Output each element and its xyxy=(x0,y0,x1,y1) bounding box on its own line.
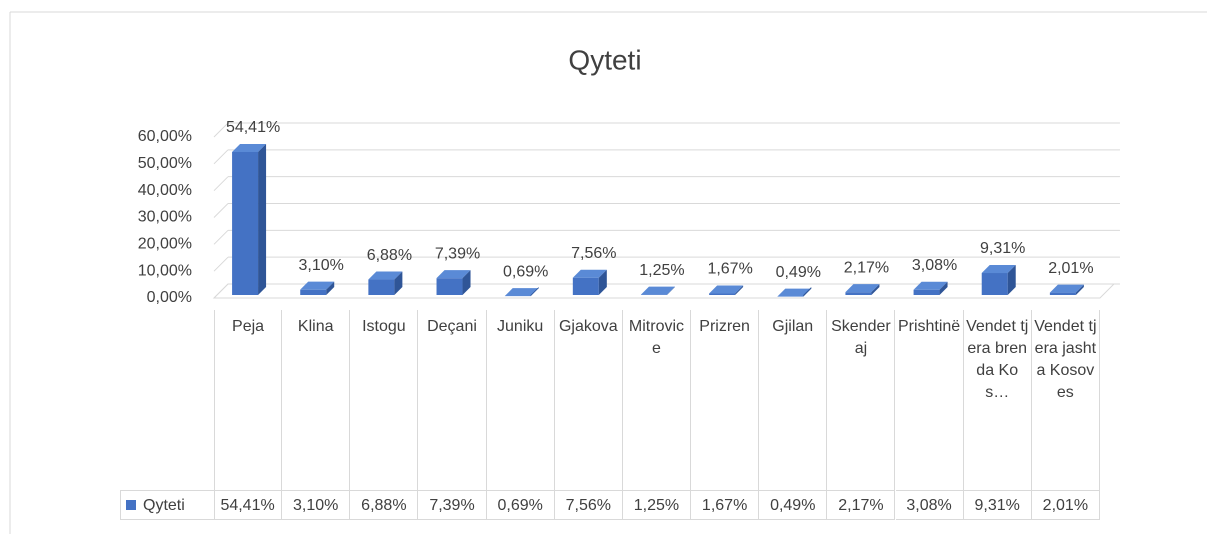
y-tick-label: 40,00% xyxy=(138,182,192,199)
grid-side xyxy=(213,149,229,165)
bar-side xyxy=(598,269,607,295)
bar-side xyxy=(803,287,812,297)
bar-side xyxy=(1007,265,1016,295)
category-label: Peja xyxy=(214,310,283,490)
category-label: Gjakova xyxy=(555,310,623,490)
bar-side xyxy=(939,281,948,295)
grid-side xyxy=(213,176,229,192)
bar-top xyxy=(368,271,403,280)
bar-top xyxy=(300,281,335,290)
grid-side xyxy=(213,203,229,218)
bar-front xyxy=(1049,292,1076,295)
bar-top xyxy=(1049,284,1084,293)
bar-side xyxy=(258,143,267,295)
category-label: Juniku xyxy=(487,310,555,490)
table-value: 7,39% xyxy=(418,490,487,520)
bar-top xyxy=(232,143,267,152)
category-label: Prizren xyxy=(691,310,760,490)
data-label: 54,41% xyxy=(226,119,280,136)
table-value: 6,88% xyxy=(350,490,419,520)
legend-swatch xyxy=(126,500,136,510)
chart-title: Qyteti xyxy=(568,44,641,75)
bar-side xyxy=(666,286,675,295)
bar-front xyxy=(436,278,463,295)
y-tick-label: 60,00% xyxy=(138,128,192,145)
category-label: Vendet tjera jashta Kosoves xyxy=(1032,310,1100,490)
category-label: Istogu xyxy=(350,310,419,490)
category-label: Skenderaj xyxy=(827,310,896,490)
data-label: 2,17% xyxy=(844,259,889,276)
table-value: 9,31% xyxy=(963,490,1032,520)
category-label: Deçani xyxy=(418,310,487,490)
table-value: 0,69% xyxy=(486,490,555,520)
data-label: 1,67% xyxy=(707,261,752,278)
table-value: 3,08% xyxy=(895,490,964,520)
table-value: 0,49% xyxy=(759,490,828,520)
table-value: 1,25% xyxy=(622,490,692,520)
bar-side xyxy=(462,270,471,295)
bar-side xyxy=(871,284,880,295)
table-value: 2,01% xyxy=(1031,490,1100,520)
bar-front xyxy=(709,293,736,295)
category-label: Klina xyxy=(282,310,351,490)
bar-side xyxy=(394,271,403,295)
table-value: 54,41% xyxy=(214,490,283,520)
bar-front xyxy=(232,151,259,295)
bar-side xyxy=(1075,284,1084,295)
y-tick-label: 0,00% xyxy=(147,289,192,306)
data-label: 7,39% xyxy=(435,245,480,262)
bar-front xyxy=(368,279,395,295)
data-label: 7,56% xyxy=(571,245,616,262)
category-label: Vendet tjera brenda Kos… xyxy=(964,310,1032,490)
bar-front xyxy=(981,273,1008,295)
y-tick-label: 10,00% xyxy=(138,262,192,279)
data-label: 3,10% xyxy=(299,257,344,274)
bar-top xyxy=(913,281,948,290)
bar-top xyxy=(777,288,812,297)
data-label: 1,25% xyxy=(639,262,684,279)
y-tick-label: 50,00% xyxy=(138,155,192,172)
grid-side xyxy=(213,256,229,272)
floor xyxy=(212,283,1116,299)
table-value: 2,17% xyxy=(827,490,896,520)
bar-front xyxy=(845,292,872,295)
bar-top xyxy=(572,269,607,278)
bar-front xyxy=(300,289,327,295)
grid-side xyxy=(213,229,229,245)
legend-cell: Qyteti xyxy=(120,490,215,520)
grid-side xyxy=(213,122,229,138)
category-label: Prishtinë xyxy=(896,310,964,490)
bar-top xyxy=(436,270,471,279)
bar-side xyxy=(530,287,539,297)
data-label: 9,31% xyxy=(980,240,1025,257)
table-value: 3,10% xyxy=(282,490,351,520)
category-label: Gjilan xyxy=(759,310,828,490)
bar-top xyxy=(709,285,744,294)
bar-top xyxy=(504,288,539,297)
y-tick-label: 30,00% xyxy=(138,209,192,226)
y-tick-label: 20,00% xyxy=(138,236,192,253)
bar-front xyxy=(572,277,599,295)
data-label: 3,08% xyxy=(912,257,957,274)
bar-top xyxy=(640,286,675,295)
table-value: 1,67% xyxy=(691,490,760,520)
bar-side xyxy=(326,281,335,295)
bar-top xyxy=(845,284,880,293)
table-value: 7,56% xyxy=(554,490,623,520)
bar-top xyxy=(981,265,1016,274)
data-label: 6,88% xyxy=(367,247,412,264)
data-label: 0,69% xyxy=(503,263,548,280)
bar-front xyxy=(913,289,940,295)
data-label: 0,49% xyxy=(776,264,821,281)
data-label: 2,01% xyxy=(1048,260,1093,277)
bar-side xyxy=(735,285,744,295)
category-label: Mitrovice xyxy=(623,310,692,490)
